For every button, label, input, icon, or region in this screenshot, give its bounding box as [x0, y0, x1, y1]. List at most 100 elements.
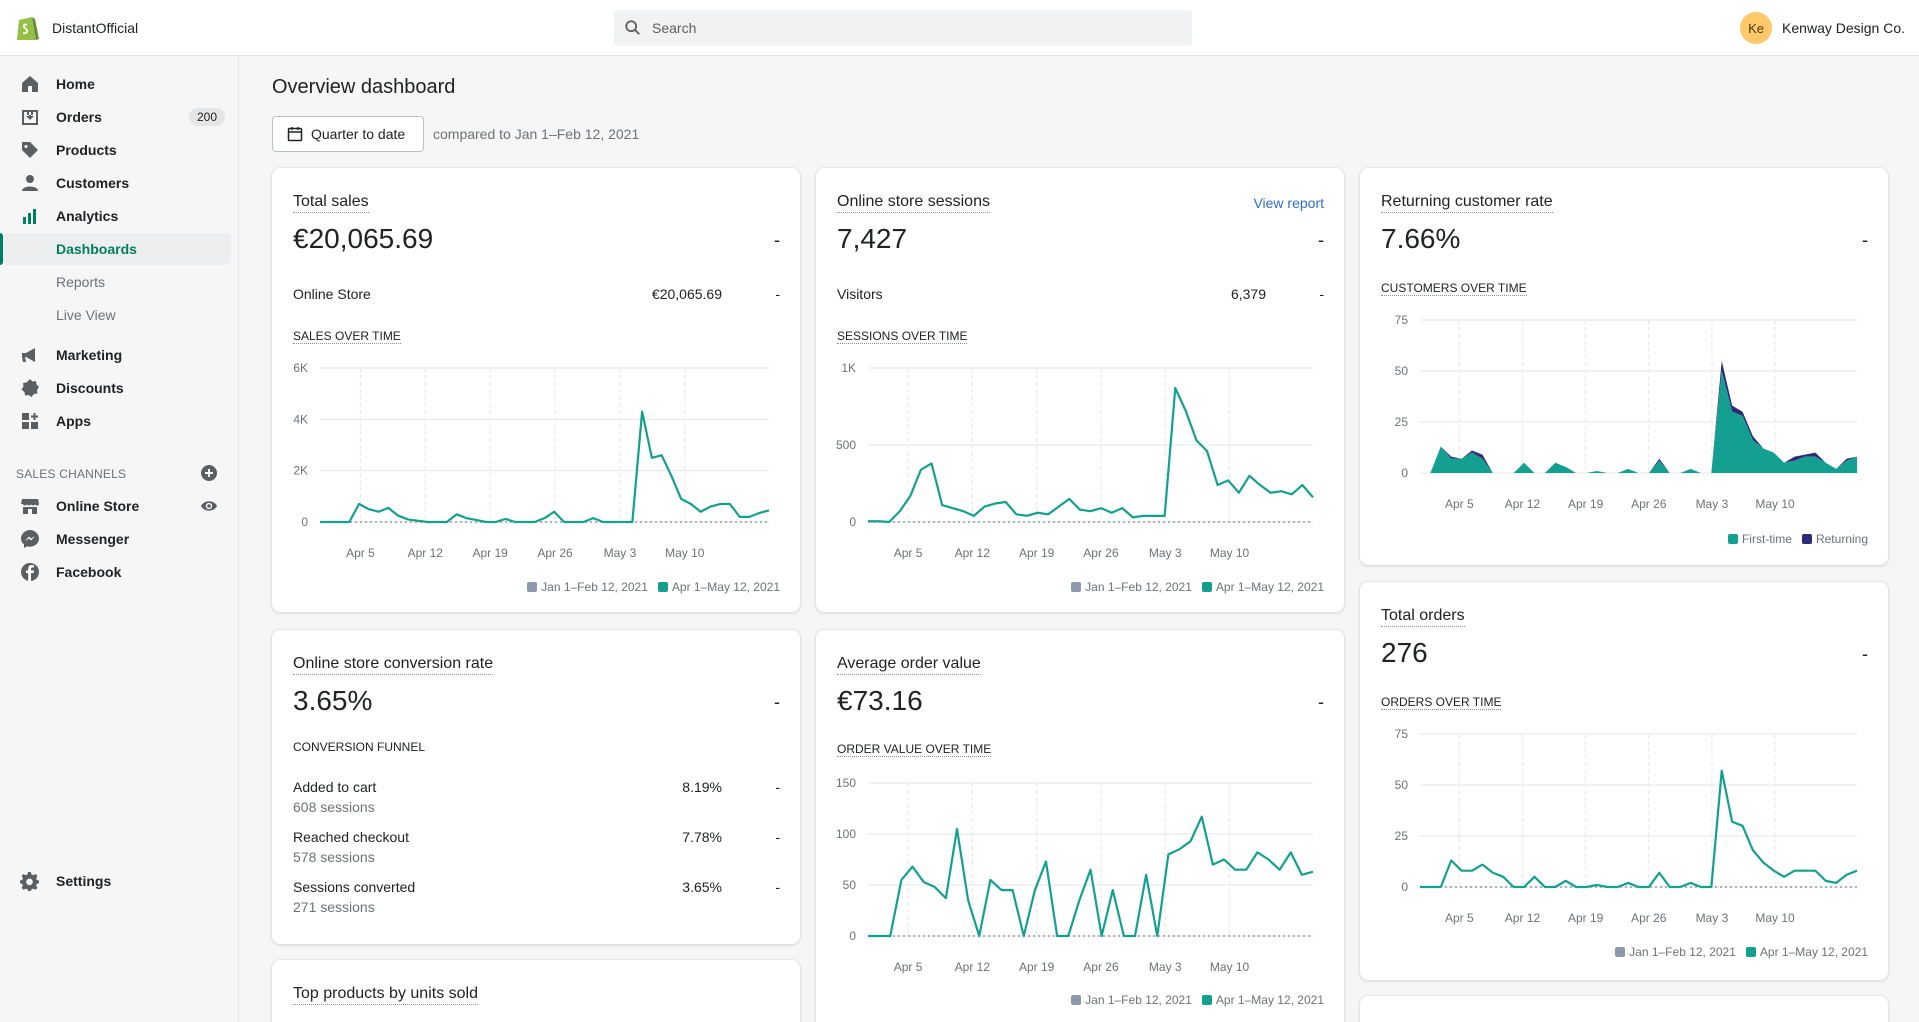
section-label[interactable]: ORDER VALUE OVER TIME — [837, 742, 992, 757]
account-menu[interactable]: Ke Kenway Design Co. — [1740, 12, 1905, 44]
section-label[interactable]: SESSIONS OVER TIME — [837, 329, 968, 344]
x-tick-label: Apr 19 — [1019, 546, 1055, 560]
x-tick-label: May 10 — [1210, 960, 1250, 974]
section-label[interactable]: ORDERS OVER TIME — [1381, 695, 1502, 710]
view-report-link[interactable]: View report — [1253, 195, 1324, 211]
legend-label: Apr 1–May 12, 2021 — [671, 580, 780, 594]
sidebar-item-facebook[interactable]: Facebook — [0, 556, 239, 588]
sidebar-item-customers[interactable]: Customers — [0, 167, 239, 199]
page-title: Overview dashboard — [272, 76, 456, 98]
legend-previous: Jan 1–Feb 12, 2021 — [1071, 993, 1192, 1007]
row-value: €20,065.69 — [651, 286, 722, 302]
section-label[interactable]: CUSTOMERS OVER TIME — [1381, 281, 1527, 296]
y-tick-label: 1K — [841, 361, 856, 375]
sidebar-item-orders[interactable]: Orders 200 — [0, 101, 239, 133]
facebook-icon — [20, 562, 40, 582]
total-orders-card: Total orders 276 - ORDERS OVER TIME 0 25 5… — [1360, 582, 1888, 980]
card-title[interactable]: Returning customer rate — [1381, 193, 1553, 213]
x-tick-label: May 10 — [1755, 497, 1795, 511]
order-value-over-time-chart: 0 50 100 150 Apr 5 Apr 12 Apr 19 Apr 26 May 3 May… — [836, 776, 1314, 974]
sidebar-item-label: Home — [56, 76, 95, 92]
x-tick-label: Apr 12 — [1505, 911, 1541, 925]
x-tick-label: Apr 19 — [472, 546, 508, 560]
sidebar-item-reports[interactable]: Reports — [56, 274, 106, 290]
orders-icon — [20, 107, 40, 127]
y-tick-label: 6K — [293, 361, 308, 375]
funnel-row: Added to cart 608 sessions 8.19% - — [293, 779, 780, 815]
x-tick-label: May 3 — [1149, 960, 1182, 974]
avatar: Ke — [1740, 12, 1773, 44]
x-tick-label: Apr 12 — [1505, 497, 1541, 511]
eye-icon[interactable] — [200, 497, 218, 515]
chart-legend: Jan 1–Feb 12, 2021 Apr 1–May 12, 2021 — [1615, 945, 1868, 959]
x-tick-label: May 10 — [1210, 546, 1250, 560]
legend-first-time: First-time — [1727, 532, 1792, 546]
card-value: 3.65% — [293, 685, 373, 716]
row-value: 8.19% — [682, 779, 722, 795]
legend-current: Apr 1–May 12, 2021 — [1201, 993, 1324, 1007]
chart-legend: Jan 1–Feb 12, 2021 Apr 1–May 12, 2021 — [1071, 580, 1324, 594]
sidebar-item-analytics[interactable]: Analytics — [0, 200, 239, 232]
total-sales-card: Total sales €20,065.69 - Online Store €2… — [272, 168, 800, 612]
y-tick-label: 0 — [849, 929, 856, 943]
chart-legend: Jan 1–Feb 12, 2021 Apr 1–May 12, 2021 — [1071, 993, 1324, 1007]
sidebar-item-products[interactable]: Products — [0, 134, 239, 166]
sidebar-item-messenger[interactable]: Messenger — [0, 523, 239, 555]
sidebar-item-marketing[interactable]: Marketing — [0, 339, 239, 371]
sidebar-item-live-view[interactable]: Live View — [56, 307, 116, 323]
card-title[interactable]: Total sales — [293, 193, 369, 213]
messenger-icon — [20, 529, 40, 549]
x-tick-label: Apr 5 — [1445, 911, 1474, 925]
sidebar-item-label: Products — [56, 142, 117, 158]
calendar-icon — [287, 127, 303, 142]
section-label[interactable]: SALES OVER TIME — [293, 329, 401, 344]
card-title[interactable]: Total orders — [1381, 607, 1465, 627]
row-change: - — [775, 779, 780, 795]
row-change: - — [1319, 286, 1324, 302]
x-tick-label: Apr 19 — [1568, 911, 1604, 925]
store-switcher[interactable]: DistantOfficial — [14, 14, 138, 42]
sidebar-item-apps[interactable]: Apps — [0, 405, 239, 437]
y-tick-label: 2K — [293, 464, 308, 478]
sidebar-item-label: Facebook — [56, 564, 122, 580]
row-sessions: 271 sessions — [293, 899, 375, 915]
y-tick-label: 50 — [843, 878, 857, 892]
sidebar-item-dashboards[interactable]: Dashboards — [4, 233, 231, 265]
sidebar-item-label: Messenger — [56, 531, 130, 547]
partial-card — [1360, 996, 1888, 1022]
top-products-card: Top products by units sold — [272, 960, 800, 1022]
card-title[interactable]: Online store sessions — [837, 193, 990, 213]
returning-customer-card: Returning customer rate 7.66% - CUSTOMER… — [1360, 168, 1888, 565]
sidebar-item-home[interactable]: Home — [0, 68, 239, 100]
current-period-line — [320, 410, 770, 524]
sidebar-item-discounts[interactable]: Discounts — [0, 372, 239, 404]
sidebar-item-label: Marketing — [56, 347, 123, 363]
chart-legend: First-time Returning — [1727, 532, 1868, 546]
add-channel-icon[interactable] — [200, 464, 218, 482]
card-value: 7.66% — [1381, 223, 1461, 254]
home-icon — [20, 74, 40, 94]
sidebar-item-settings[interactable]: Settings — [0, 865, 239, 897]
sidebar-item-label: Online Store — [56, 498, 140, 514]
x-tick-label: Apr 26 — [1083, 960, 1119, 974]
card-title[interactable]: Top products by units sold — [293, 985, 478, 1005]
chart-legend: Jan 1–Feb 12, 2021 Apr 1–May 12, 2021 — [527, 580, 780, 594]
row-change: - — [775, 286, 780, 302]
card-title[interactable]: Online store conversion rate — [293, 655, 494, 675]
row-change: - — [775, 829, 780, 845]
x-tick-label: Apr 5 — [346, 546, 375, 560]
current-period-line — [868, 386, 1314, 524]
card-title[interactable]: Average order value — [837, 655, 981, 675]
sidebar: Home Orders 200 Products Customers Analy… — [0, 56, 239, 1022]
legend-label: First-time — [1741, 532, 1792, 546]
legend-label: Apr 1–May 12, 2021 — [1759, 945, 1868, 959]
funnel-row: Reached checkout 578 sessions 7.78% - — [293, 829, 780, 865]
legend-current: Apr 1–May 12, 2021 — [1201, 580, 1324, 594]
legend-label: Jan 1–Feb 12, 2021 — [1085, 993, 1192, 1007]
y-tick-label: 0 — [1401, 466, 1408, 480]
sidebar-item-online-store[interactable]: Online Store — [0, 490, 239, 522]
date-range-button[interactable]: Quarter to date — [272, 116, 424, 152]
search-input[interactable]: Search — [614, 10, 1192, 46]
legend-current: Apr 1–May 12, 2021 — [657, 580, 780, 594]
y-tick-label: 50 — [1395, 364, 1409, 378]
